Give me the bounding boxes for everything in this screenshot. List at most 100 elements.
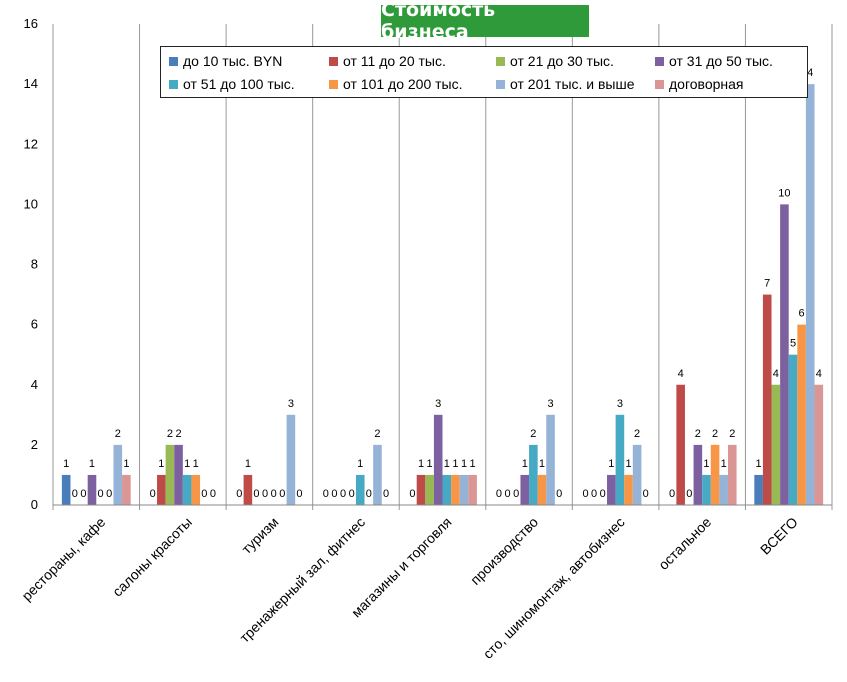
bar	[615, 414, 625, 505]
data-label: 0	[296, 488, 302, 500]
data-label: 5	[790, 338, 796, 350]
category-label: остальное	[655, 514, 714, 573]
legend-item: от 11 до 20 тыс.	[329, 53, 446, 69]
legend-label: от 201 тыс. и выше	[510, 76, 635, 92]
legend-item: от 31 до 50 тыс.	[655, 53, 773, 69]
data-label: 0	[210, 488, 216, 500]
bar	[113, 444, 123, 505]
data-label: 1	[470, 458, 476, 470]
data-label: 1	[721, 458, 727, 470]
bar	[61, 474, 71, 505]
bar	[191, 474, 201, 505]
bar	[676, 384, 685, 505]
legend-label: договорная	[669, 76, 744, 92]
data-label: 0	[150, 488, 156, 500]
bar	[702, 474, 711, 505]
y-tick-label: 6	[31, 317, 38, 332]
bar	[727, 444, 737, 505]
bar	[607, 474, 616, 505]
legend-item: от 101 до 200 тыс.	[329, 76, 463, 92]
y-tick-label: 8	[31, 257, 38, 272]
data-label: 6	[799, 308, 805, 320]
data-label: 4	[773, 368, 779, 380]
data-label: 1	[625, 458, 631, 470]
category-label: ВСЕГО	[757, 514, 801, 558]
bar	[355, 474, 365, 505]
data-label: 0	[236, 488, 242, 500]
legend-label: от 21 до 30 тыс.	[510, 53, 614, 69]
bar	[373, 444, 382, 505]
data-label: 0	[366, 488, 372, 500]
bar	[710, 444, 720, 505]
y-tick-label: 2	[31, 437, 38, 452]
bar	[762, 294, 772, 505]
data-label: 4	[816, 368, 822, 380]
data-label: 0	[383, 488, 389, 500]
data-label: 1	[193, 458, 199, 470]
bar	[165, 444, 175, 505]
bar	[520, 474, 530, 505]
data-label: 0	[496, 488, 502, 500]
bar	[442, 474, 452, 505]
data-label: 0	[556, 488, 562, 500]
chart-legend: до 10 тыс. BYN от 11 до 20 тыс. от 21 до 3…	[160, 46, 808, 98]
legend-swatch	[169, 79, 178, 89]
bar	[546, 414, 555, 505]
legend-label: от 11 до 20 тыс.	[343, 53, 446, 69]
data-label: 2	[115, 428, 121, 440]
data-label: 0	[409, 488, 415, 500]
data-label: 1	[357, 458, 363, 470]
legend-label: от 51 до 100 тыс.	[183, 76, 295, 92]
data-label: 0	[201, 488, 207, 500]
data-label: 0	[271, 488, 277, 500]
chart-title: Стоимость бизнеса	[381, 0, 589, 43]
data-label: 1	[418, 458, 424, 470]
data-label: 0	[279, 488, 285, 500]
data-label: 1	[608, 458, 614, 470]
y-tick-label: 10	[24, 196, 38, 211]
bar	[788, 354, 798, 505]
data-label: 3	[617, 398, 623, 410]
bar	[771, 384, 781, 505]
bar	[286, 414, 296, 505]
legend-label: до 10 тыс. BYN	[183, 53, 283, 69]
category-label: магазины и торговля	[348, 514, 455, 621]
bar	[754, 474, 763, 505]
data-label: 0	[72, 488, 78, 500]
bar	[624, 474, 633, 505]
data-label: 1	[452, 458, 458, 470]
data-label: 0	[349, 488, 355, 500]
category-label: сто, шиномонтаж, автобизнес	[480, 514, 628, 662]
data-label: 2	[634, 428, 640, 440]
legend-swatch	[655, 79, 664, 89]
data-label: 1	[444, 458, 450, 470]
legend-swatch	[496, 56, 505, 66]
data-label: 0	[686, 488, 692, 500]
data-label: 1	[703, 458, 709, 470]
category-label: салоны красоты	[109, 514, 195, 600]
legend-swatch	[329, 56, 338, 66]
data-label: 1	[245, 458, 251, 470]
data-label: 1	[522, 458, 528, 470]
data-label: 2	[712, 428, 718, 440]
bar	[719, 474, 728, 505]
bar	[537, 474, 547, 505]
category-label: рестораны, кафе	[18, 514, 108, 604]
category-label: туризм	[238, 514, 281, 557]
data-label: 2	[695, 428, 701, 440]
data-label: 1	[63, 458, 69, 470]
data-label: 0	[669, 488, 675, 500]
y-tick-label: 0	[31, 497, 38, 512]
bar	[468, 474, 477, 505]
grid-layer	[52, 24, 833, 510]
legend-item: от 21 до 30 тыс.	[496, 53, 614, 69]
data-label: 0	[323, 488, 329, 500]
y-tick-label: 12	[24, 136, 38, 151]
data-label: 1	[123, 458, 129, 470]
data-label: 2	[374, 428, 380, 440]
bar	[459, 474, 469, 505]
data-label: 0	[106, 488, 112, 500]
bars-layer	[61, 84, 824, 505]
